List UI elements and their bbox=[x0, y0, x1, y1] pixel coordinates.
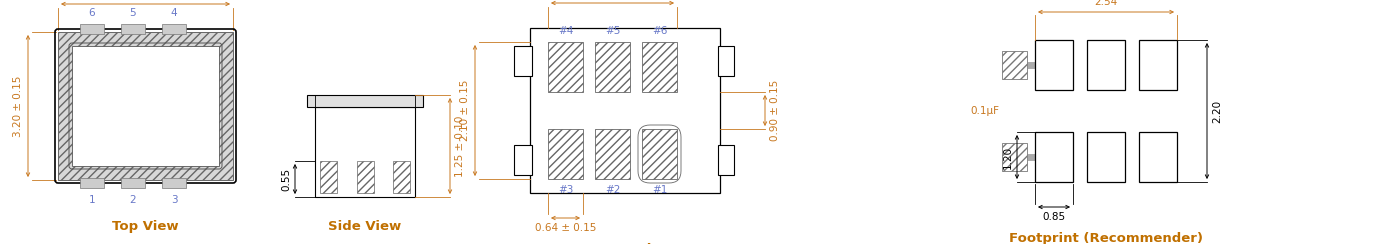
Text: #4: #4 bbox=[557, 26, 573, 36]
Bar bbox=[642, 42, 677, 92]
Bar bbox=[163, 178, 186, 188]
Text: 0.55: 0.55 bbox=[281, 167, 291, 191]
Bar bbox=[642, 129, 677, 179]
Bar bbox=[514, 46, 532, 76]
Bar bbox=[1087, 40, 1125, 90]
Bar bbox=[1138, 132, 1177, 182]
Text: 0.90 ± 0.15: 0.90 ± 0.15 bbox=[770, 80, 780, 141]
Bar bbox=[719, 145, 734, 175]
Text: #1: #1 bbox=[652, 185, 667, 195]
Text: 6: 6 bbox=[89, 8, 96, 18]
Bar bbox=[595, 42, 630, 92]
Bar bbox=[530, 28, 720, 193]
Bar bbox=[320, 161, 336, 193]
Text: Side View: Side View bbox=[328, 220, 402, 233]
Text: 0.85: 0.85 bbox=[1042, 212, 1066, 222]
Text: 2: 2 bbox=[129, 195, 136, 205]
Text: 1.20: 1.20 bbox=[1004, 145, 1013, 169]
Bar bbox=[719, 46, 734, 76]
Bar bbox=[1002, 143, 1027, 171]
Bar bbox=[595, 129, 630, 179]
Text: #2: #2 bbox=[605, 185, 620, 195]
Bar bbox=[316, 107, 416, 197]
Bar bbox=[1138, 40, 1177, 90]
Bar bbox=[1036, 132, 1073, 182]
Text: 1.25 ± 0.10: 1.25 ± 0.10 bbox=[455, 115, 466, 177]
Text: 2.20: 2.20 bbox=[1212, 100, 1222, 122]
Bar bbox=[393, 161, 410, 193]
Text: #3: #3 bbox=[557, 185, 573, 195]
Bar bbox=[1087, 132, 1125, 182]
Text: #6: #6 bbox=[652, 26, 667, 36]
Bar bbox=[1002, 51, 1027, 79]
Text: #5: #5 bbox=[605, 26, 620, 36]
Text: 3: 3 bbox=[171, 195, 178, 205]
Bar bbox=[163, 24, 186, 34]
Text: 3.20 ± 0.15: 3.20 ± 0.15 bbox=[13, 75, 24, 137]
Bar bbox=[1036, 40, 1073, 90]
Bar bbox=[81, 178, 104, 188]
Bar bbox=[307, 95, 423, 107]
Bar bbox=[548, 129, 582, 179]
Bar bbox=[81, 24, 104, 34]
Text: 4: 4 bbox=[171, 8, 178, 18]
Text: 0.64 ± 0.15: 0.64 ± 0.15 bbox=[535, 223, 596, 233]
Text: 1: 1 bbox=[89, 195, 96, 205]
Text: 5: 5 bbox=[129, 8, 136, 18]
Text: Footprint (Recommender): Footprint (Recommender) bbox=[1009, 232, 1202, 244]
Text: Buttom View: Buttom View bbox=[577, 243, 673, 244]
Text: 2.10 ± 0.15: 2.10 ± 0.15 bbox=[460, 80, 470, 141]
Bar bbox=[72, 46, 220, 166]
Bar bbox=[356, 161, 374, 193]
Bar bbox=[548, 42, 582, 92]
Bar bbox=[58, 32, 234, 180]
Bar bbox=[121, 24, 145, 34]
Text: 2.54: 2.54 bbox=[1094, 0, 1118, 7]
Bar bbox=[121, 178, 145, 188]
Text: 0.1μF: 0.1μF bbox=[970, 106, 999, 116]
Text: Top View: Top View bbox=[113, 220, 179, 233]
Bar bbox=[514, 145, 532, 175]
